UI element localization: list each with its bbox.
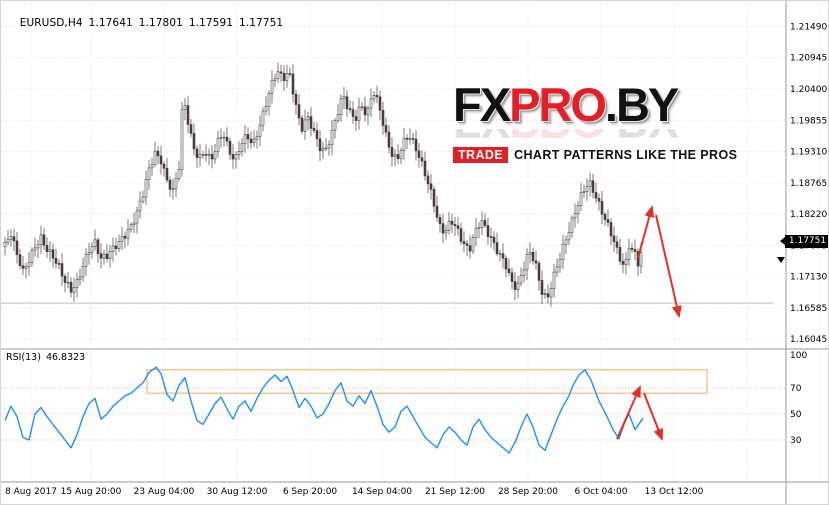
svg-text:100: 100: [790, 351, 807, 361]
logo-pro: PRO: [509, 78, 607, 131]
svg-text:15 Aug 20:00: 15 Aug 20:00: [61, 487, 122, 497]
svg-text:30: 30: [790, 436, 802, 446]
rsi-name: RSI(13): [6, 352, 41, 363]
svg-text:50: 50: [790, 410, 802, 420]
rsi-value: 46.8323: [45, 352, 86, 363]
fxpro-logo-text: FXPRO.BY: [453, 81, 738, 128]
chart-ohlc-header: EURUSD,H4 1.17641 1.17801 1.17591 1.17751: [6, 5, 289, 41]
close-value: 1.17751: [239, 17, 284, 29]
time-axis-labels: 8 Aug 2017 15 Aug 20:00 23 Aug 04:00 30 Aug…: [5, 487, 704, 497]
svg-text:23 Aug 04:00: 23 Aug 04:00: [134, 487, 195, 497]
svg-text:28 Sep 20:00: 28 Sep 20:00: [498, 487, 558, 497]
svg-text:1.19310: 1.19310: [790, 148, 827, 158]
low-value: 1.17591: [188, 17, 234, 29]
price-gridlines: [1, 25, 786, 340]
high-value: 1.17801: [138, 17, 183, 29]
svg-text:1.20945: 1.20945: [790, 54, 827, 64]
vertical-gridlines: [30, 1, 821, 482]
svg-text:21 Sep 12:00: 21 Sep 12:00: [425, 487, 485, 497]
svg-text:8 Aug 2017: 8 Aug 2017: [5, 487, 57, 497]
fxpro-watermark-logo: FXPRO.BY FXPRO.BY TRADE CHART PATTERNS L…: [453, 81, 738, 163]
svg-text:13 Oct 12:00: 13 Oct 12:00: [645, 487, 704, 497]
svg-text:1.19855: 1.19855: [790, 116, 827, 126]
svg-text:70: 70: [790, 384, 802, 394]
fxpro-tagline: TRADE CHART PATTERNS LIKE THE PROS: [453, 147, 738, 163]
current-price-tag: 1.17751: [780, 235, 828, 248]
svg-text:1.16045: 1.16045: [790, 335, 827, 345]
rsi-line: [4, 366, 644, 454]
svg-text:6 Oct 04:00: 6 Oct 04:00: [575, 487, 628, 497]
svg-text:1.16585: 1.16585: [790, 304, 827, 314]
current-price-value: 1.17751: [788, 236, 827, 246]
logo-fx: FX: [453, 78, 511, 131]
price-axis-labels: 1.21490 1.20945 1.20400 1.19855 1.19310 1.187…: [790, 22, 827, 345]
price-direction-marker-icon: [777, 257, 785, 263]
open-value: 1.17641: [88, 17, 133, 29]
rsi-highlight-box[interactable]: [146, 369, 708, 394]
logo-by: .BY: [604, 78, 679, 131]
svg-text:1.20400: 1.20400: [790, 85, 827, 95]
rsi-gridlines: [1, 387, 786, 441]
tagline-text: CHART PATTERNS LIKE THE PROS: [514, 148, 738, 162]
svg-text:1.17130: 1.17130: [790, 273, 827, 283]
svg-text:1.18220: 1.18220: [790, 210, 827, 220]
svg-text:30 Aug 12:00: 30 Aug 12:00: [207, 487, 268, 497]
svg-text:1.18765: 1.18765: [790, 179, 827, 189]
tagline-badge: TRADE: [453, 147, 509, 163]
rsi-axis-labels: 100 70 50 30: [790, 351, 807, 446]
symbol-period-label: EURUSD,H4: [19, 17, 83, 29]
rsi-indicator-label: RSI(13) 46.8323: [6, 352, 90, 363]
svg-text:1.21490: 1.21490: [790, 22, 827, 32]
svg-text:6 Sep 20:00: 6 Sep 20:00: [283, 487, 338, 497]
forecast-arrows[interactable]: [616, 205, 682, 441]
fxpro-logo-reflection: FXPRO.BY: [453, 129, 738, 145]
svg-text:14 Sep 04:00: 14 Sep 04:00: [352, 487, 412, 497]
candles: [3, 62, 643, 307]
